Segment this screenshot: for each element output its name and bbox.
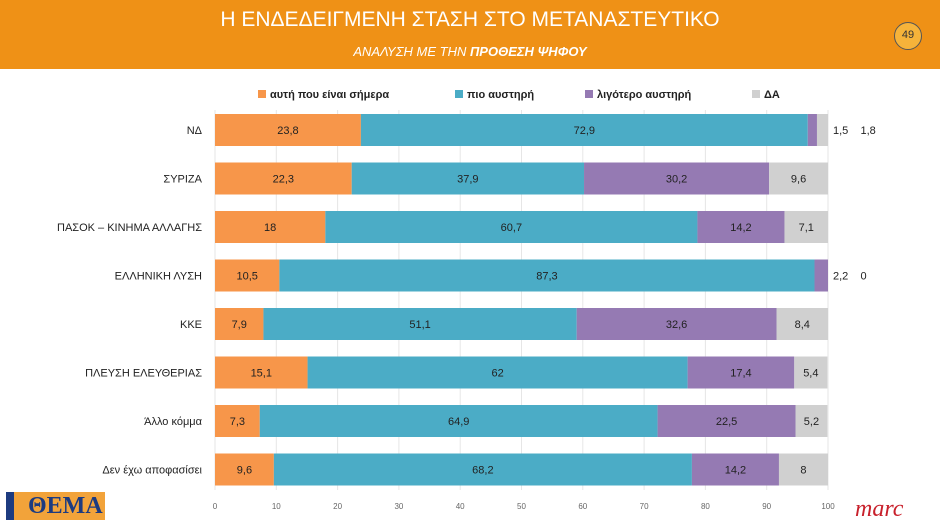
page-subtitle: ΑΝΑΛΥΣΗ ΜΕ ΤΗΝ ΠΡΟΘΕΣΗ ΨΗΦΟΥ	[0, 44, 940, 59]
data-label: 2,2	[833, 271, 848, 283]
data-label: 68,2	[472, 465, 493, 477]
data-label: 18	[264, 222, 276, 234]
x-tick-label: 90	[762, 502, 771, 511]
bar-segment	[784, 211, 828, 243]
data-label: 14,2	[725, 465, 746, 477]
bar-segment	[807, 114, 817, 146]
x-tick-label: 10	[272, 502, 281, 511]
bar-segment	[273, 453, 692, 486]
bar-segment	[795, 405, 828, 437]
bar-segment	[215, 162, 352, 195]
data-label: 9,6	[237, 465, 252, 477]
data-label: 14,2	[730, 222, 751, 234]
bar-segment	[215, 453, 274, 486]
data-label: 8,4	[795, 319, 810, 331]
bar-segment	[687, 356, 795, 389]
x-tick-label: 0	[213, 502, 218, 511]
x-tick-label: 50	[517, 502, 526, 511]
thema-logo: ΘΕΜΑ	[6, 492, 105, 520]
category-label: ΠΑΣΟΚ – ΚΙΝΗΜΑ ΑΛΛΑΓΗΣ	[57, 222, 202, 234]
data-label: 7,3	[230, 416, 245, 428]
x-tick-label: 20	[333, 502, 342, 511]
header-banner: Η ΕΝΔΕΔΕΙΓΜΕΝΗ ΣΤΑΣΗ ΣΤΟ ΜΕΤΑΝΑΣΤΕΥΤΙΚΟ …	[0, 0, 940, 69]
bar-segment	[697, 211, 785, 243]
data-label: 10,5	[236, 271, 257, 283]
bar-segment	[215, 405, 260, 437]
x-tick-label: 80	[701, 502, 710, 511]
data-label: 87,3	[536, 271, 557, 283]
data-label: 7,9	[232, 319, 247, 331]
data-label: 64,9	[448, 416, 469, 428]
legend-label: λιγότερο αυστηρή	[597, 89, 692, 101]
category-label: Δεν έχω αποφασίσει	[102, 465, 202, 477]
category-label: Άλλο κόμμα	[144, 416, 203, 428]
bar-segment	[816, 114, 828, 146]
data-label: 5,4	[803, 368, 818, 380]
data-label: 32,6	[666, 319, 687, 331]
subtitle-bold: ΠΡΟΘΕΣΗ ΨΗΦΟΥ	[469, 44, 587, 59]
bar-segment	[778, 453, 828, 486]
bar-segment	[279, 259, 815, 292]
bar-segment	[814, 259, 828, 292]
bar-segment	[325, 211, 698, 243]
data-label: 9,6	[791, 174, 806, 186]
bar-segment	[769, 162, 828, 195]
bar-segment	[691, 453, 779, 486]
marc-logo: marc	[855, 496, 904, 522]
bar-segment	[215, 211, 326, 243]
bar-segment	[351, 162, 585, 195]
bar-segment	[794, 356, 828, 389]
data-label: 0	[861, 271, 867, 283]
x-tick-label: 100	[821, 502, 835, 511]
category-label: ΚΚΕ	[180, 319, 202, 331]
bar-segment	[584, 162, 770, 195]
bar-segment	[360, 114, 808, 146]
legend-swatch	[585, 90, 593, 98]
legend-swatch	[455, 90, 463, 98]
bar-segment	[215, 356, 308, 389]
data-label: 17,4	[730, 368, 751, 380]
data-label: 72,9	[574, 125, 595, 137]
data-label: 15,1	[251, 368, 272, 380]
data-label: 60,7	[501, 222, 522, 234]
x-tick-label: 60	[578, 502, 587, 511]
data-label: 22,5	[716, 416, 737, 428]
legend-swatch	[258, 90, 266, 98]
bar-segment	[776, 308, 828, 340]
bar-segment	[576, 308, 777, 340]
bar-segment	[215, 114, 361, 146]
category-label: ΠΛΕΥΣΗ ΕΛΕΥΘΕΡΙΑΣ	[85, 368, 202, 380]
category-label: ΣΥΡΙΖΑ	[163, 174, 202, 186]
data-label: 7,1	[799, 222, 814, 234]
bar-segment	[215, 308, 264, 340]
bar-segment	[215, 259, 280, 292]
category-label: ΝΔ	[187, 125, 203, 137]
data-label: 23,8	[277, 125, 298, 137]
data-label: 5,2	[804, 416, 819, 428]
data-label: 8	[800, 465, 806, 477]
data-label: 51,1	[409, 319, 430, 331]
page-number-badge: 49	[894, 22, 922, 50]
bar-segment	[259, 405, 658, 437]
x-tick-label: 30	[394, 502, 403, 511]
data-label: 37,9	[457, 174, 478, 186]
legend-label: αυτή που είναι σήμερα	[270, 89, 389, 101]
subtitle-prefix: ΑΝΑΛΥΣΗ ΜΕ ΤΗΝ	[353, 44, 470, 59]
legend-swatch	[752, 90, 760, 98]
data-label: 22,3	[273, 174, 294, 186]
x-tick-label: 70	[640, 502, 649, 511]
category-label: ΕΛΛΗΝΙΚΗ ΛΥΣΗ	[115, 271, 202, 283]
data-label: 1,8	[861, 125, 876, 137]
bar-segment	[307, 356, 688, 389]
legend-label: πιο αυστηρή	[467, 89, 534, 101]
bar-segment	[657, 405, 796, 437]
bar-segment	[263, 308, 577, 340]
x-tick-label: 40	[456, 502, 465, 511]
data-label: 30,2	[666, 174, 687, 186]
page-title: Η ΕΝΔΕΔΕΙΓΜΕΝΗ ΣΤΑΣΗ ΣΤΟ ΜΕΤΑΝΑΣΤΕΥΤΙΚΟ	[220, 8, 720, 31]
data-label: 62	[491, 368, 503, 380]
data-label: 1,5	[833, 125, 848, 137]
legend-label: ΔΑ	[764, 89, 780, 101]
